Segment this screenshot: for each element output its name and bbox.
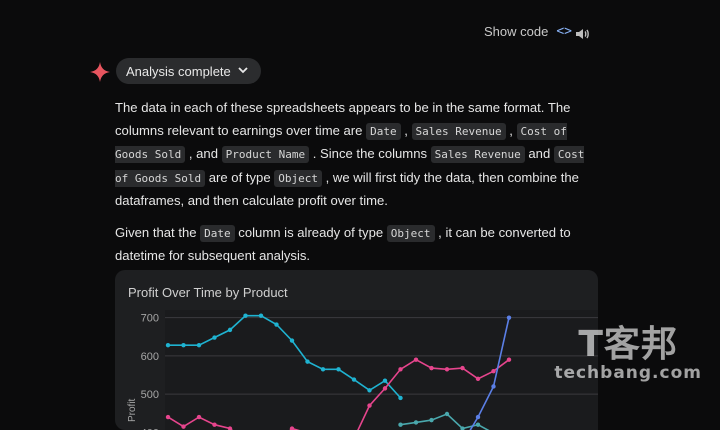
data-point <box>491 368 496 374</box>
data-point <box>165 414 171 420</box>
data-point <box>382 378 388 383</box>
data-point <box>196 342 202 348</box>
p1-text-8: , we will first tidy the data, then comb… <box>115 169 579 209</box>
data-point <box>506 315 512 320</box>
code-object: Object <box>274 169 322 187</box>
data-point <box>382 386 388 391</box>
speaker-icon[interactable] <box>574 26 590 47</box>
data-point <box>227 327 233 333</box>
chart-card: Profit Over Time by Product 700600500400… <box>115 270 598 430</box>
plot-area <box>165 310 598 430</box>
data-point <box>258 313 264 318</box>
data-point <box>475 414 481 420</box>
code-product-name: Product Name <box>221 146 310 163</box>
watermark-url: techbang.com <box>554 363 702 383</box>
data-point <box>413 420 419 425</box>
data-point <box>367 403 372 408</box>
p1-text-7: are of type <box>205 169 275 185</box>
data-point <box>305 359 310 364</box>
y-axis-label: Profit <box>127 398 138 422</box>
data-point <box>491 384 496 389</box>
p1-text-2: , <box>400 122 412 138</box>
data-point <box>196 414 202 420</box>
show-code-label: Show code <box>484 24 549 39</box>
p1-text-3: , <box>505 122 517 138</box>
data-point <box>367 388 372 393</box>
p1-text-6: and <box>524 146 554 161</box>
data-point <box>212 335 217 340</box>
data-point <box>274 322 279 327</box>
analysis-status-pill[interactable]: Analysis complete <box>116 58 261 84</box>
watermark-logo: T客邦 <box>578 324 678 365</box>
data-point <box>444 411 450 417</box>
p2-text-2: column is already of type <box>234 224 387 240</box>
chevron-down-icon <box>237 64 249 79</box>
data-point <box>320 367 326 372</box>
p1-text-1: The data in each of these spreadsheets a… <box>115 100 571 138</box>
code-date-2: Date <box>200 224 235 242</box>
p2-text-1: Given that the <box>115 224 201 240</box>
spark-icon <box>90 62 110 87</box>
data-point <box>336 367 341 372</box>
series-line <box>469 317 510 430</box>
data-point <box>429 365 434 371</box>
data-point <box>398 367 403 372</box>
chart-title: Profit Over Time by Product <box>128 285 288 300</box>
y-tick-label: 600 <box>141 351 159 363</box>
data-point <box>243 313 248 318</box>
data-point <box>429 417 434 423</box>
analysis-status-label: Analysis complete <box>126 63 231 79</box>
code-icon: <> <box>556 24 572 39</box>
profit-chart: 700600500400Profit <box>127 310 598 430</box>
code-sales-revenue: Sales Revenue <box>411 122 506 140</box>
data-point <box>165 342 171 348</box>
data-point <box>506 357 512 362</box>
y-tick-label: 500 <box>141 389 159 401</box>
data-point <box>351 377 357 382</box>
p2-text-3: , it can be converted to datetime for su… <box>115 224 571 264</box>
show-code-toggle[interactable]: Show code <> <box>484 24 572 39</box>
data-point <box>181 342 186 348</box>
code-sales-revenue-2: Sales Revenue <box>430 146 525 163</box>
data-point <box>444 367 450 372</box>
code-object-2: Object <box>386 224 435 242</box>
data-point <box>398 395 403 401</box>
data-point <box>475 422 481 427</box>
response-text: The data in each of these spreadsheets a… <box>115 97 597 277</box>
data-point <box>460 365 465 371</box>
data-point <box>289 338 295 343</box>
p1-text-4: , and <box>185 146 222 161</box>
series-line <box>168 314 402 399</box>
paragraph-2: Given that the Date column is already of… <box>115 222 597 268</box>
data-point <box>212 422 217 427</box>
data-point <box>475 376 481 382</box>
code-date: Date <box>366 122 401 140</box>
data-point <box>181 424 186 429</box>
p1-text-5: . Since the columns <box>309 146 431 161</box>
y-tick-label: 700 <box>141 313 159 325</box>
paragraph-1: The data in each of these spreadsheets a… <box>115 97 597 213</box>
data-point <box>413 357 419 362</box>
data-point <box>398 422 403 427</box>
watermark: T客邦 techbang.com <box>554 324 702 384</box>
